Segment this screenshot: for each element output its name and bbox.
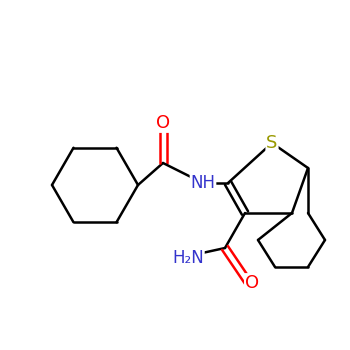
Text: NH: NH [190,174,216,192]
Text: O: O [245,274,259,292]
Text: H₂N: H₂N [172,249,204,267]
Text: S: S [266,134,278,152]
Text: O: O [156,114,170,132]
